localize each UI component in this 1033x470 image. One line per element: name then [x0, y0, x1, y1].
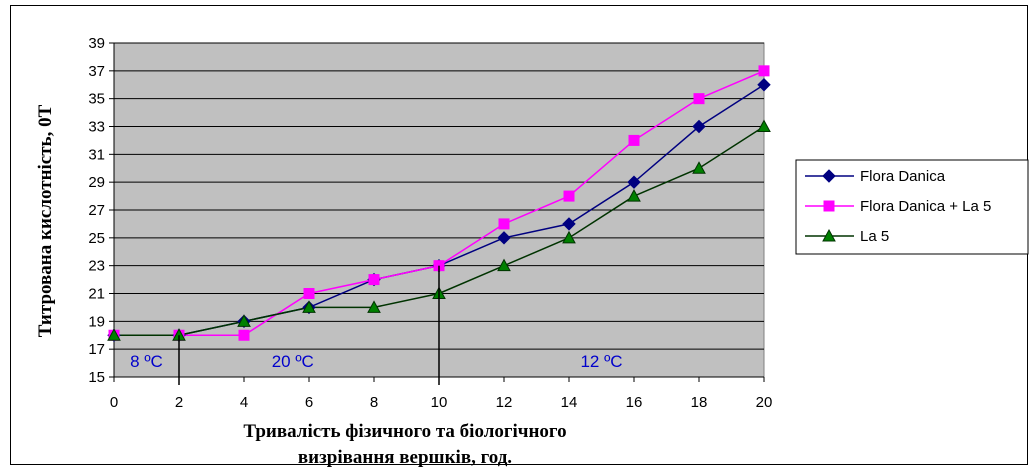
data-point-1-7 [563, 190, 575, 202]
y-tick-label-29: 29 [88, 174, 105, 191]
y-tick-label-17: 17 [88, 341, 105, 358]
data-point-1-6 [498, 218, 510, 230]
data-point-2-2 [237, 314, 251, 327]
data-point-0-7 [562, 217, 576, 231]
data-point-2-8 [627, 189, 641, 202]
x-tick-label-20: 20 [756, 394, 773, 411]
x-axis-title-line2: визрівання вершків, год. [298, 447, 512, 468]
y-tick-label-15: 15 [88, 369, 105, 386]
x-tick-label-6: 6 [305, 394, 313, 411]
data-point-1-2 [238, 329, 250, 341]
data-point-2-4 [367, 300, 381, 313]
y-tick-labels: 15 17 19 21 23 25 27 29 31 33 35 37 39 [88, 35, 105, 386]
y-tick-label-35: 35 [88, 91, 105, 108]
x-tick-label-12: 12 [496, 394, 513, 411]
y-tick-label-19: 19 [88, 313, 105, 330]
y-tick-label-39: 39 [88, 35, 105, 52]
legend-marker-2 [822, 228, 836, 242]
data-point-2-7 [562, 230, 576, 244]
data-point-1-3 [303, 288, 315, 299]
y-tick-label-25: 25 [88, 230, 105, 247]
x-axis-title-line1: Тривалість фізичного та біологічного [243, 421, 566, 442]
zone-label-0: 8 ºC [130, 352, 163, 371]
x-tick-label-8: 8 [370, 394, 378, 411]
data-point-1-4 [368, 274, 380, 286]
data-point-1-8 [628, 134, 640, 146]
x-tick-labels: 0 2 4 6 8 10 12 14 16 18 20 [110, 394, 773, 411]
zone-label-1: 20 ºC [272, 352, 314, 371]
x-tick-label-16: 16 [626, 394, 643, 411]
x-tick-label-14: 14 [561, 394, 578, 411]
data-point-2-10 [757, 119, 771, 132]
y-tick-label-21: 21 [88, 286, 105, 303]
x-tick-label-2: 2 [175, 394, 183, 411]
y-tick-label-23: 23 [88, 258, 105, 275]
data-point-0-9 [692, 119, 706, 134]
zone-annotations: 8 ºC 20 ºC 12 ºC [130, 352, 622, 371]
y-tick-label-33: 33 [88, 119, 105, 136]
x-tick-label-0: 0 [110, 394, 118, 411]
data-point-2-3 [302, 300, 316, 313]
data-point-0-10 [757, 78, 771, 92]
legend-label-0: Flora Danica [860, 168, 946, 185]
data-point-0-8 [627, 175, 641, 189]
legend-label-2: La 5 [860, 228, 889, 245]
y-tick-label-37: 37 [88, 63, 105, 80]
x-tick-label-18: 18 [691, 394, 708, 411]
zone-label-2: 12 ºC [580, 352, 622, 371]
data-point-1-10 [758, 65, 770, 77]
legend: Flora Danica Flora Danica + La 5 La 5 [795, 159, 1029, 255]
x-tick-label-10: 10 [431, 394, 448, 411]
legend-marker-1 [823, 200, 835, 212]
y-tick-label-27: 27 [88, 202, 105, 219]
data-point-2-9 [692, 161, 706, 174]
data-point-0-6 [497, 231, 511, 245]
data-point-2-0 [107, 328, 121, 341]
legend-marker-0 [822, 169, 836, 183]
y-tick-label-31: 31 [88, 146, 105, 163]
x-tick-label-4: 4 [240, 394, 248, 411]
zone-dividers [178, 265, 440, 385]
legend-label-1: Flora Danica + La 5 [860, 198, 991, 215]
data-point-1-9 [693, 93, 705, 105]
data-point-2-6 [497, 258, 511, 272]
y-axis-title: Титрована кислотність, 0Т [35, 104, 56, 337]
